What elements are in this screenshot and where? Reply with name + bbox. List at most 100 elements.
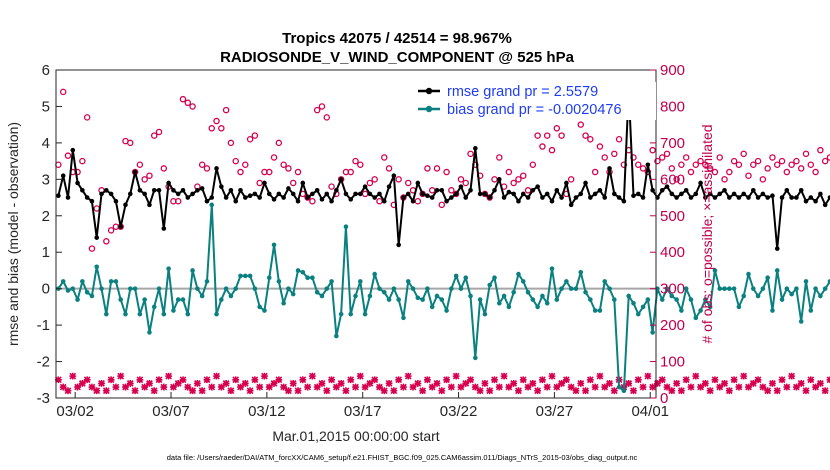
point-bias bbox=[444, 308, 449, 313]
point-rmse bbox=[305, 195, 310, 200]
point-assimilated bbox=[745, 383, 752, 391]
point-possible bbox=[74, 168, 81, 176]
point-rmse bbox=[770, 193, 775, 199]
point-possible bbox=[682, 154, 690, 161]
point-assimilated bbox=[582, 387, 589, 395]
point-assimilated bbox=[793, 383, 800, 391]
point-rmse bbox=[588, 195, 593, 200]
point-bias bbox=[219, 297, 224, 302]
point-rmse bbox=[271, 197, 277, 202]
point-possible bbox=[270, 154, 278, 161]
point-assimilated bbox=[668, 387, 676, 395]
point-rmse bbox=[123, 202, 128, 208]
point-bias bbox=[70, 286, 76, 291]
point-rmse bbox=[84, 195, 90, 200]
point-bias bbox=[405, 279, 411, 284]
point-possible bbox=[395, 176, 402, 183]
point-possible bbox=[505, 168, 513, 176]
point-rmse bbox=[477, 191, 483, 197]
point-assimilated bbox=[529, 380, 537, 387]
point-bias bbox=[180, 297, 186, 302]
point-assimilated bbox=[289, 380, 297, 387]
point-possible bbox=[687, 168, 695, 176]
point-rmse bbox=[358, 191, 363, 197]
point-assimilated bbox=[548, 372, 556, 380]
point-bias bbox=[377, 286, 382, 291]
point-rmse bbox=[439, 187, 445, 193]
point-rmse bbox=[506, 189, 512, 195]
point-rmse bbox=[329, 198, 334, 204]
point-assimilated bbox=[404, 372, 412, 380]
point-assimilated bbox=[285, 387, 292, 395]
point-possible bbox=[773, 161, 781, 169]
point-possible bbox=[548, 146, 556, 154]
point-rmse bbox=[137, 187, 143, 193]
point-rmse bbox=[209, 195, 215, 200]
point-bias bbox=[415, 295, 421, 301]
point-assimilated bbox=[361, 383, 369, 391]
point-rmse bbox=[712, 195, 718, 200]
point-rmse bbox=[444, 198, 449, 204]
point-possible bbox=[529, 161, 537, 169]
point-possible bbox=[706, 165, 714, 172]
point-rmse bbox=[75, 180, 80, 186]
point-bias bbox=[760, 286, 766, 291]
point-assimilated bbox=[673, 380, 681, 387]
point-rmse bbox=[185, 195, 191, 200]
point-assimilated bbox=[371, 376, 379, 384]
point-bias bbox=[386, 297, 392, 302]
point-possible bbox=[702, 161, 709, 169]
point-assimilated bbox=[687, 383, 695, 391]
point-rmse bbox=[214, 166, 219, 171]
point-assimilated bbox=[682, 376, 690, 384]
point-possible bbox=[127, 139, 134, 147]
point-assimilated bbox=[812, 383, 819, 391]
point-assimilated bbox=[630, 387, 637, 395]
point-assimilated bbox=[179, 376, 187, 384]
point-assimilated bbox=[433, 380, 441, 387]
point-rmse bbox=[640, 195, 646, 200]
point-bias bbox=[367, 293, 373, 299]
point-assimilated bbox=[447, 383, 455, 391]
point-rmse bbox=[223, 195, 229, 200]
point-rmse bbox=[583, 180, 588, 186]
point-possible bbox=[150, 132, 158, 139]
point-possible bbox=[266, 168, 273, 176]
point-assimilated bbox=[711, 376, 719, 384]
point-bias bbox=[755, 293, 761, 299]
point-assimilated bbox=[610, 387, 618, 395]
point-bias bbox=[568, 286, 574, 291]
point-rmse bbox=[473, 146, 478, 151]
point-rmse bbox=[669, 191, 675, 197]
point-possible bbox=[496, 154, 503, 161]
point-possible bbox=[251, 132, 259, 139]
point-possible bbox=[807, 161, 815, 169]
y-tick-left-label: 1 bbox=[42, 244, 50, 261]
plot-frame bbox=[55, 69, 657, 399]
point-rmse bbox=[348, 197, 354, 202]
point-rmse bbox=[602, 195, 608, 200]
point-bias bbox=[286, 286, 291, 291]
x-tick-label: 03/22 bbox=[440, 403, 478, 420]
point-assimilated bbox=[217, 383, 225, 391]
point-assimilated bbox=[735, 383, 743, 391]
point-bias bbox=[99, 286, 104, 291]
y-tick-right-label: 500 bbox=[660, 208, 685, 225]
point-bias bbox=[276, 279, 282, 284]
point-rmse bbox=[65, 195, 71, 200]
point-bias bbox=[65, 288, 71, 293]
y-tick-right-label: 800 bbox=[660, 98, 685, 115]
point-bias bbox=[156, 286, 162, 291]
point-rmse bbox=[564, 180, 569, 186]
point-possible bbox=[237, 168, 244, 176]
point-possible bbox=[778, 157, 786, 165]
point-rmse bbox=[405, 191, 411, 197]
point-assimilated bbox=[524, 383, 532, 391]
point-assimilated bbox=[318, 380, 326, 387]
y-tick-left-label: 0 bbox=[42, 281, 50, 298]
point-bias bbox=[372, 271, 377, 277]
point-possible bbox=[668, 165, 676, 172]
point-assimilated bbox=[265, 383, 273, 391]
point-assimilated bbox=[428, 383, 436, 391]
point-bias bbox=[305, 275, 310, 281]
